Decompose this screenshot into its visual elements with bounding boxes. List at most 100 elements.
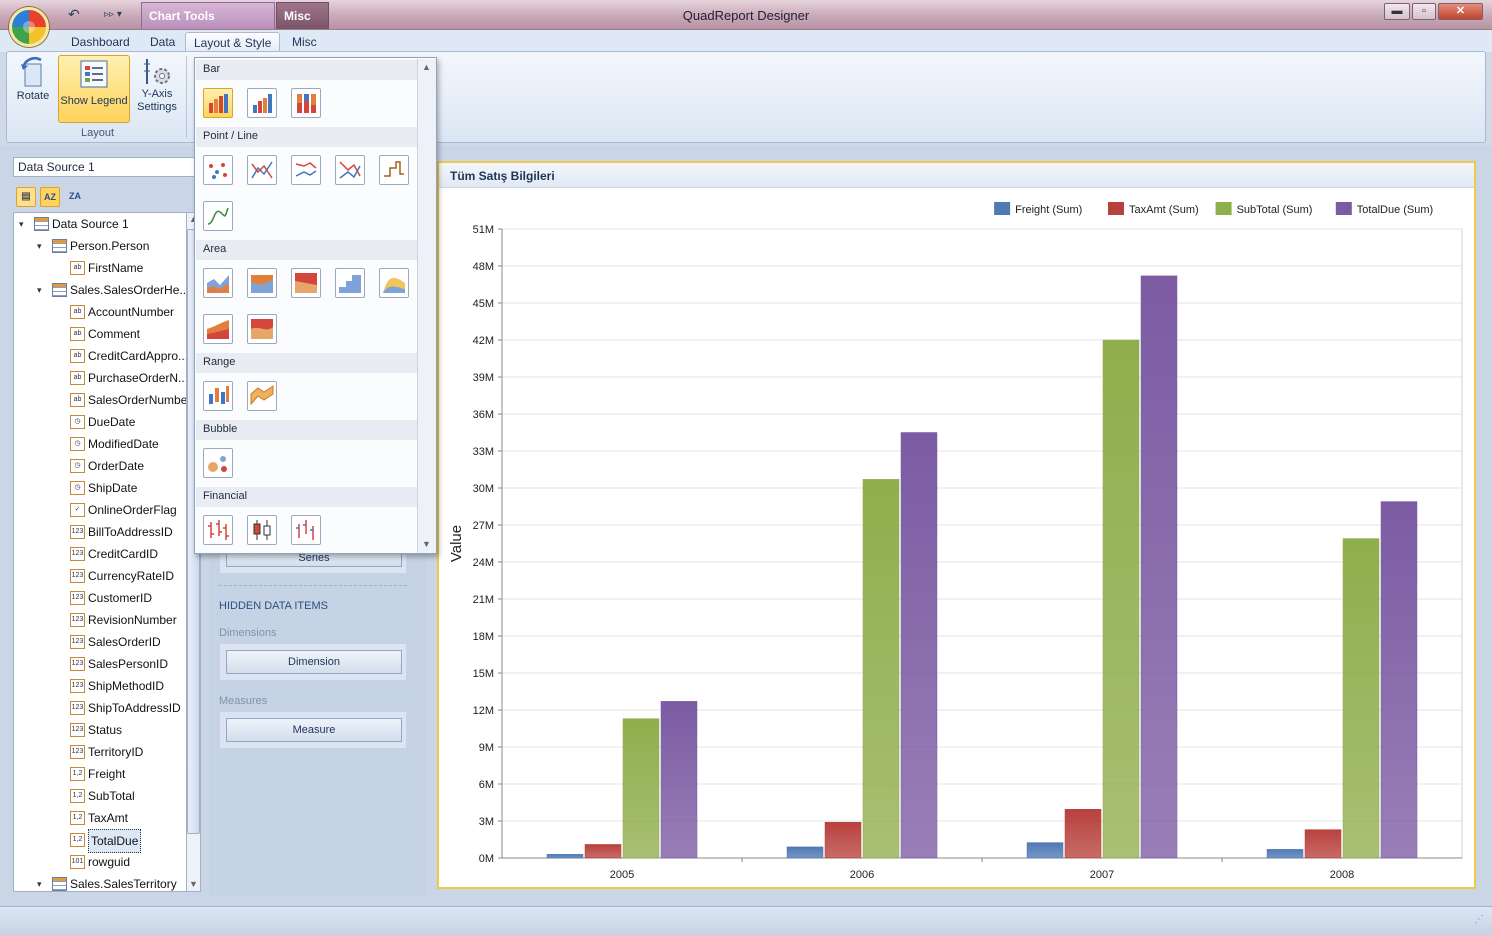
int-field-icon: 123 — [70, 613, 85, 627]
y-tick-label: 21M — [473, 594, 494, 606]
expand-chevron-icon[interactable]: ▾ — [37, 879, 42, 889]
y-axis-settings-button[interactable]: Y-Axis Settings — [134, 56, 180, 122]
bar-totaldue-2008 — [1380, 501, 1418, 859]
tree-node-label: AccountNumber — [88, 305, 175, 319]
point-chart-type-icon[interactable] — [203, 155, 233, 185]
bar-chart-type-icon[interactable] — [203, 88, 233, 118]
bool-field-icon: ✓ — [70, 503, 85, 517]
legend-icon — [80, 60, 108, 88]
tree-node-label: SubTotal — [88, 789, 135, 803]
group-by-type-icon[interactable]: ▤ — [16, 187, 36, 207]
rotate-button[interactable]: Rotate — [10, 56, 56, 122]
tree-field-node[interactable]: 123 CreditCardID — [14, 543, 186, 565]
line-chart-type-icon[interactable] — [247, 155, 277, 185]
tree-node-label: PurchaseOrderN... — [88, 371, 189, 385]
tree-field-node[interactable]: ab FirstName — [14, 257, 186, 279]
bubble-chart-type-icon[interactable] — [203, 448, 233, 478]
tree-field-node[interactable]: 123 RevisionNumber — [14, 609, 186, 631]
tree-field-node[interactable]: ab SalesOrderNumber — [14, 389, 191, 411]
tab-misc[interactable]: Misc — [292, 35, 317, 49]
tree-field-node[interactable]: 123 ShipToAddressID — [14, 697, 186, 719]
tree-field-node[interactable]: ab AccountNumber — [14, 301, 186, 323]
rotate-icon — [21, 57, 42, 87]
tab-data[interactable]: Data — [150, 35, 176, 49]
tree-table-node[interactable]: ▾ Data Source 1 — [14, 213, 186, 235]
tree-field-node[interactable]: ◷ ModifiedDate — [14, 433, 186, 455]
full-stacked-area-type-icon[interactable] — [291, 268, 321, 298]
minimize-button[interactable]: ▬ — [1384, 3, 1410, 20]
tree-table-node[interactable]: ▾ Sales.SalesTerritory — [14, 873, 186, 891]
tree-field-node[interactable]: 123 CurrencyRateID — [14, 565, 186, 587]
tree-field-node[interactable]: ◷ DueDate — [14, 411, 186, 433]
tree-field-node[interactable]: 123 ShipMethodID — [14, 675, 186, 697]
stock-chart-type-icon[interactable] — [203, 515, 233, 545]
gallery-category-area: Area — [196, 240, 417, 260]
sort-ascending-icon[interactable]: AZ — [40, 187, 60, 207]
tree-field-node[interactable]: 1,2 SubTotal — [14, 785, 186, 807]
bar-subtotal-2006 — [862, 479, 900, 859]
measure-drop-target[interactable]: Measure — [226, 718, 402, 742]
maximize-button[interactable]: ▫ — [1412, 3, 1436, 20]
scroll-up-icon[interactable]: ▲ — [187, 214, 200, 224]
close-button[interactable]: ✕ — [1438, 3, 1483, 20]
tree-node-label: OrderDate — [88, 459, 145, 473]
sort-descending-icon[interactable]: ZA — [69, 191, 81, 201]
tree-field-node[interactable]: 123 BillToAddressID — [14, 521, 186, 543]
tab-layout-style[interactable]: Layout & Style — [185, 32, 281, 52]
resize-grip-icon[interactable]: ⋰ — [1474, 914, 1484, 925]
full-stacked-spline-area-type-icon[interactable] — [247, 314, 277, 344]
spline-type-icon[interactable] — [203, 201, 233, 231]
expand-chevron-icon[interactable]: ▾ — [37, 285, 42, 295]
tab-dashboard[interactable]: Dashboard — [71, 35, 130, 49]
expand-chevron-icon[interactable]: ▾ — [19, 219, 24, 229]
high-low-type-icon[interactable] — [291, 515, 321, 545]
y-tick-label: 27M — [473, 520, 494, 532]
tree-field-node[interactable]: 123 Status — [14, 719, 186, 741]
tree-field-node[interactable]: ◷ OrderDate — [14, 455, 186, 477]
tree-field-node[interactable]: ab Comment — [14, 323, 186, 345]
stacked-line-type-icon[interactable] — [291, 155, 321, 185]
tree-table-node[interactable]: ▾ Sales.SalesOrderHe... — [14, 279, 189, 301]
scroll-down-icon[interactable]: ▼ — [189, 879, 198, 889]
ribbon-group-separator — [186, 56, 187, 138]
spline-area-type-icon[interactable] — [379, 268, 409, 298]
tree-table-node[interactable]: ▾ Person.Person — [14, 235, 186, 257]
full-stacked-line-type-icon[interactable] — [335, 155, 365, 185]
stacked-bar-type-icon[interactable] — [247, 88, 277, 118]
expand-chevron-icon[interactable]: ▾ — [37, 241, 42, 251]
gallery-scroll-down-icon[interactable]: ▼ — [422, 539, 431, 549]
tree-field-node[interactable]: 101 rowguid — [14, 851, 186, 873]
area-chart-type-icon[interactable] — [203, 268, 233, 298]
app-menu-orb[interactable] — [9, 7, 49, 47]
dimension-drop-target[interactable]: Dimension — [226, 650, 402, 674]
stacked-area-type-icon[interactable] — [247, 268, 277, 298]
range-area-type-icon[interactable] — [247, 381, 277, 411]
tree-field-node[interactable]: 123 CustomerID — [14, 587, 186, 609]
step-area-type-icon[interactable] — [335, 268, 365, 298]
step-line-type-icon[interactable] — [379, 155, 409, 185]
tree-field-node[interactable]: 123 SalesOrderID — [14, 631, 186, 653]
tree-field-node[interactable]: 1,2 Freight — [14, 763, 186, 785]
tree-field-node[interactable]: 123 SalesPersonID — [14, 653, 186, 675]
quick-access-dropdown-icon[interactable]: ▹▹ ▾ — [104, 9, 122, 20]
data-source-select[interactable]: Data Source 1 — [13, 157, 199, 177]
x-tick-label: 2008 — [1330, 869, 1354, 881]
stacked-spline-area-type-icon[interactable] — [203, 314, 233, 344]
tree-field-node[interactable]: ◷ ShipDate — [14, 477, 186, 499]
candlestick-type-icon[interactable] — [247, 515, 277, 545]
show-legend-button[interactable]: Show Legend — [58, 55, 130, 123]
x-tick-label: 2006 — [850, 869, 874, 881]
full-stacked-bar-type-icon[interactable] — [291, 88, 321, 118]
tree-field-node[interactable]: ab CreditCardAppro... — [14, 345, 188, 367]
range-bar-type-icon[interactable] — [203, 381, 233, 411]
tree-field-node[interactable]: 1,2 TaxAmt — [14, 807, 186, 829]
tree-field-node[interactable]: 1,2 TotalDue — [14, 829, 186, 853]
tree-field-node[interactable]: 123 TerritoryID — [14, 741, 186, 763]
gallery-category-financial: Financial — [196, 487, 417, 507]
gallery-scrollbar[interactable] — [417, 59, 436, 553]
tree-node-label: SalesOrderNumber — [88, 393, 192, 407]
tree-field-node[interactable]: ab PurchaseOrderN... — [14, 367, 189, 389]
undo-icon[interactable]: ↶ — [68, 6, 80, 22]
gallery-scroll-up-icon[interactable]: ▲ — [422, 62, 431, 72]
tree-field-node[interactable]: ✓ OnlineOrderFlag — [14, 499, 186, 521]
